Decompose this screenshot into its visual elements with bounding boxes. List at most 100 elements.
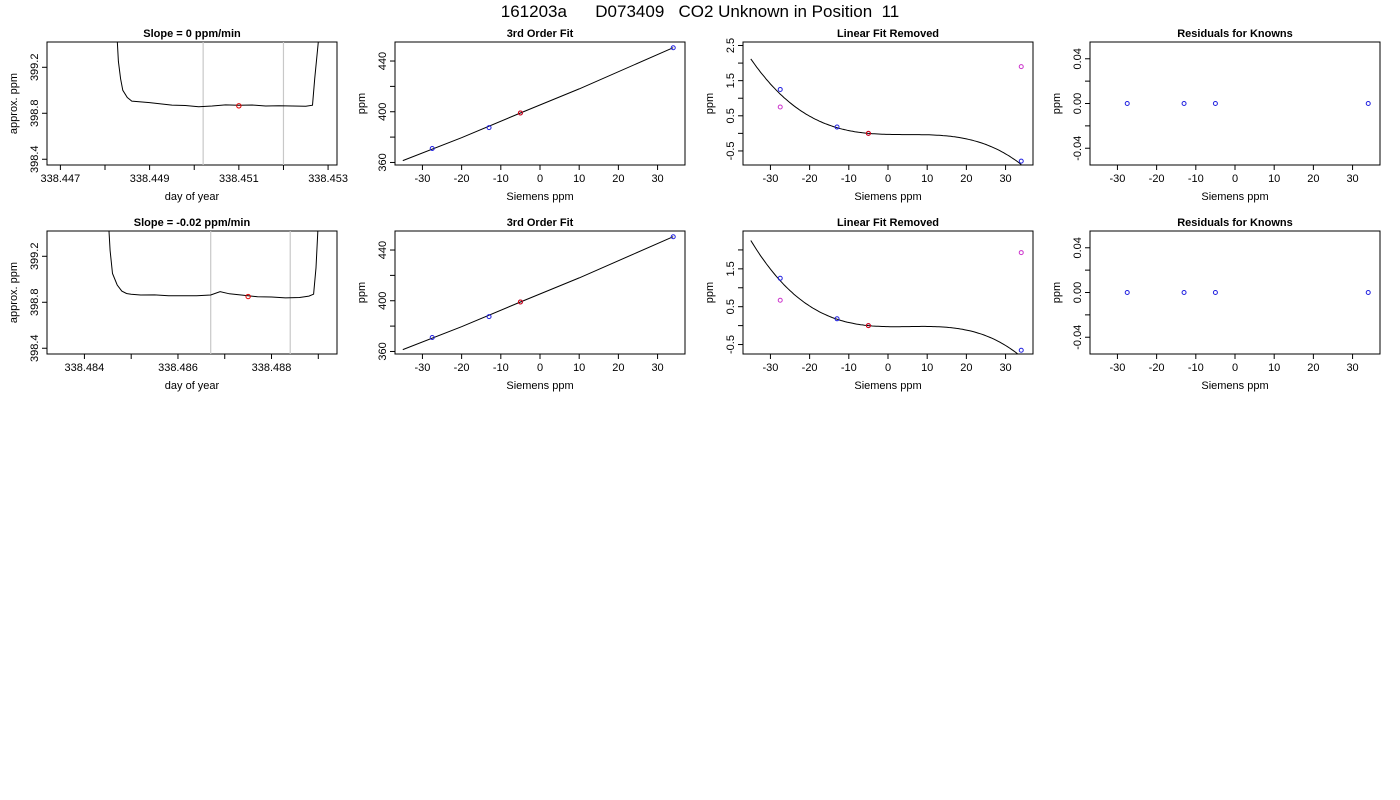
plot-frame xyxy=(46,41,338,166)
cubic-residual-curve xyxy=(750,58,1022,165)
known-point xyxy=(1365,101,1371,106)
y-axis-label: approx. ppm xyxy=(8,262,20,323)
raw-point xyxy=(777,297,783,303)
x-tick-label: 0 xyxy=(537,362,543,374)
x-tick-label: 20 xyxy=(612,362,624,374)
panel-title: Residuals for Knowns xyxy=(1177,28,1293,40)
x-tick-label: -20 xyxy=(454,173,470,185)
x-tick-label: -30 xyxy=(414,173,430,185)
y-tick-label: 0.00 xyxy=(1072,93,1084,114)
x-tick-label: 20 xyxy=(1307,362,1319,374)
plot-frame xyxy=(1089,230,1381,355)
x-tick-label: 30 xyxy=(651,362,663,374)
y-tick-label: 360 xyxy=(377,342,389,360)
x-axis-label: day of year xyxy=(165,380,220,392)
known-point xyxy=(1018,347,1024,353)
known-point xyxy=(1212,101,1218,106)
x-tick-label: 30 xyxy=(1346,362,1358,374)
plot-area xyxy=(1124,290,1371,295)
known-point xyxy=(777,275,783,281)
x-tick-label: 0 xyxy=(885,173,891,185)
fit-line xyxy=(402,47,674,162)
known-point xyxy=(1124,290,1130,295)
known-point xyxy=(834,124,840,130)
y-axis-label: ppm xyxy=(704,282,716,303)
known-point xyxy=(1124,101,1130,106)
y-tick-label: 398.8 xyxy=(29,289,41,317)
x-axis-label: Siemens ppm xyxy=(854,191,921,203)
raw-point xyxy=(1018,64,1024,70)
x-tick-label: 338.451 xyxy=(219,173,259,185)
y-tick-label: 1.5 xyxy=(725,261,737,276)
panel-title: Linear Fit Removed xyxy=(837,28,939,40)
y-tick-label: 2.5 xyxy=(725,38,737,53)
x-tick-label: 30 xyxy=(1346,173,1358,185)
panel-title: Linear Fit Removed xyxy=(837,217,939,229)
plot-area xyxy=(402,45,676,162)
figure-title: 161203a D073409 CO2 Unknown in Position … xyxy=(500,2,900,21)
y-tick-label: 440 xyxy=(377,241,389,259)
known-point xyxy=(486,314,492,320)
y-tick-label: 398.4 xyxy=(29,145,41,173)
x-axis-label: day of year xyxy=(165,191,220,203)
x-tick-label: 30 xyxy=(999,362,1011,374)
y-tick-label: 0.5 xyxy=(725,299,737,314)
x-tick-label: 338.484 xyxy=(65,362,105,374)
panel-4: Residuals for Knowns -30 -20 -10 0 10 20 30 -0.0… xyxy=(1051,28,1381,203)
known-point xyxy=(429,335,435,341)
x-tick-label: 10 xyxy=(1268,362,1280,374)
panel-title: Slope = -0.02 ppm/min xyxy=(134,217,251,229)
unknown-point xyxy=(517,110,523,116)
y-tick-label: 0.04 xyxy=(1072,48,1084,69)
y-axis-label: ppm xyxy=(356,93,368,114)
x-tick-label: 20 xyxy=(960,362,972,374)
x-tick-label: 20 xyxy=(612,173,624,185)
known-point xyxy=(670,234,676,240)
y-tick-label: 399.2 xyxy=(29,54,41,82)
x-tick-label: 30 xyxy=(651,173,663,185)
unknown-point xyxy=(517,299,523,305)
y-tick-label: 400 xyxy=(377,103,389,121)
panel-title: 3rd Order Fit xyxy=(507,217,574,229)
y-tick-label: -0.04 xyxy=(1072,325,1084,350)
panel-7: Linear Fit Removed -30 -20 -10 0 10 20 30 -0.5 0.… xyxy=(704,217,1034,392)
known-point xyxy=(1181,101,1187,106)
x-axis-label: Siemens ppm xyxy=(854,380,921,392)
x-tick-label: 10 xyxy=(1268,173,1280,185)
x-tick-label: -30 xyxy=(762,173,778,185)
known-point xyxy=(834,316,840,322)
x-tick-label: 338.453 xyxy=(308,173,348,185)
x-tick-label: 338.486 xyxy=(158,362,198,374)
known-point xyxy=(1212,290,1218,295)
y-tick-label: -0.04 xyxy=(1072,136,1084,161)
x-axis-label: Siemens ppm xyxy=(506,380,573,392)
x-axis-label: Siemens ppm xyxy=(1201,380,1268,392)
x-tick-label: 0 xyxy=(1232,173,1238,185)
y-tick-label: 1.5 xyxy=(725,73,737,88)
known-point xyxy=(486,125,492,131)
x-tick-label: 0 xyxy=(885,362,891,374)
panel-title: Slope = 0 ppm/min xyxy=(143,28,241,40)
x-tick-label: 10 xyxy=(573,362,585,374)
y-tick-label: -0.5 xyxy=(725,141,737,160)
x-axis-label: Siemens ppm xyxy=(506,191,573,203)
y-tick-label: 398.4 xyxy=(29,334,41,362)
y-tick-label: 440 xyxy=(377,52,389,70)
y-tick-label: 0.00 xyxy=(1072,282,1084,303)
plot-area xyxy=(750,58,1024,165)
raw-point xyxy=(1018,250,1024,256)
known-point xyxy=(429,146,435,152)
x-tick-label: -30 xyxy=(1109,362,1125,374)
x-axis-label: Siemens ppm xyxy=(1201,191,1268,203)
x-tick-label: -10 xyxy=(1188,362,1204,374)
plot-frame xyxy=(1089,41,1381,166)
raw-point xyxy=(777,104,783,110)
x-tick-label: 10 xyxy=(921,173,933,185)
panel-6: 3rd Order Fit -30 -20 -10 0 10 20 30 360 400 440 Si… xyxy=(356,217,686,392)
panel-title: 3rd Order Fit xyxy=(507,28,574,40)
fit-line xyxy=(402,236,674,351)
plot-area xyxy=(108,231,319,354)
x-tick-label: 338.447 xyxy=(41,173,81,185)
x-tick-label: 10 xyxy=(573,173,585,185)
